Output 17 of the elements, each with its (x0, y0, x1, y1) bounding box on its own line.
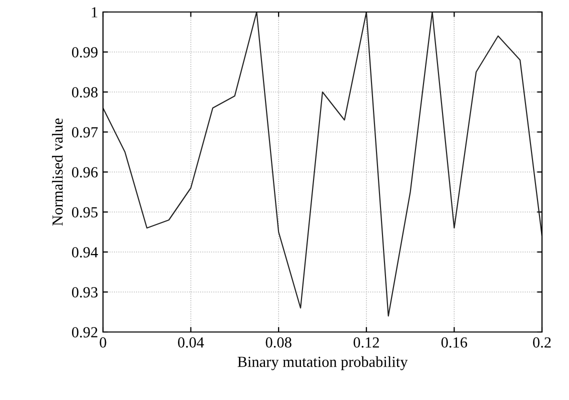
x-tick-label: 0.04 (178, 337, 204, 348)
y-tick-label: 0.96 (72, 167, 98, 178)
y-tick-label: 1 (92, 7, 98, 18)
y-tick-label: 0.98 (72, 87, 98, 98)
y-tick-label: 0.92 (72, 327, 98, 338)
y-tick-label: 0.95 (72, 207, 98, 218)
y-tick-label: 0.93 (72, 287, 98, 298)
y-tick-label: 0.99 (72, 47, 98, 58)
x-tick-label: 0 (100, 337, 106, 348)
x-tick-label: 0.2 (533, 337, 551, 348)
y-axis-title: Normalised value (52, 118, 63, 226)
x-tick-label: 0.16 (441, 337, 468, 348)
y-tick-label: 0.94 (72, 247, 98, 258)
x-axis-title: Binary mutation probability (238, 356, 408, 370)
x-tick-label: 0.08 (266, 337, 292, 348)
x-tick-label: 0.12 (354, 337, 379, 348)
y-tick-label: 0.97 (72, 127, 98, 138)
